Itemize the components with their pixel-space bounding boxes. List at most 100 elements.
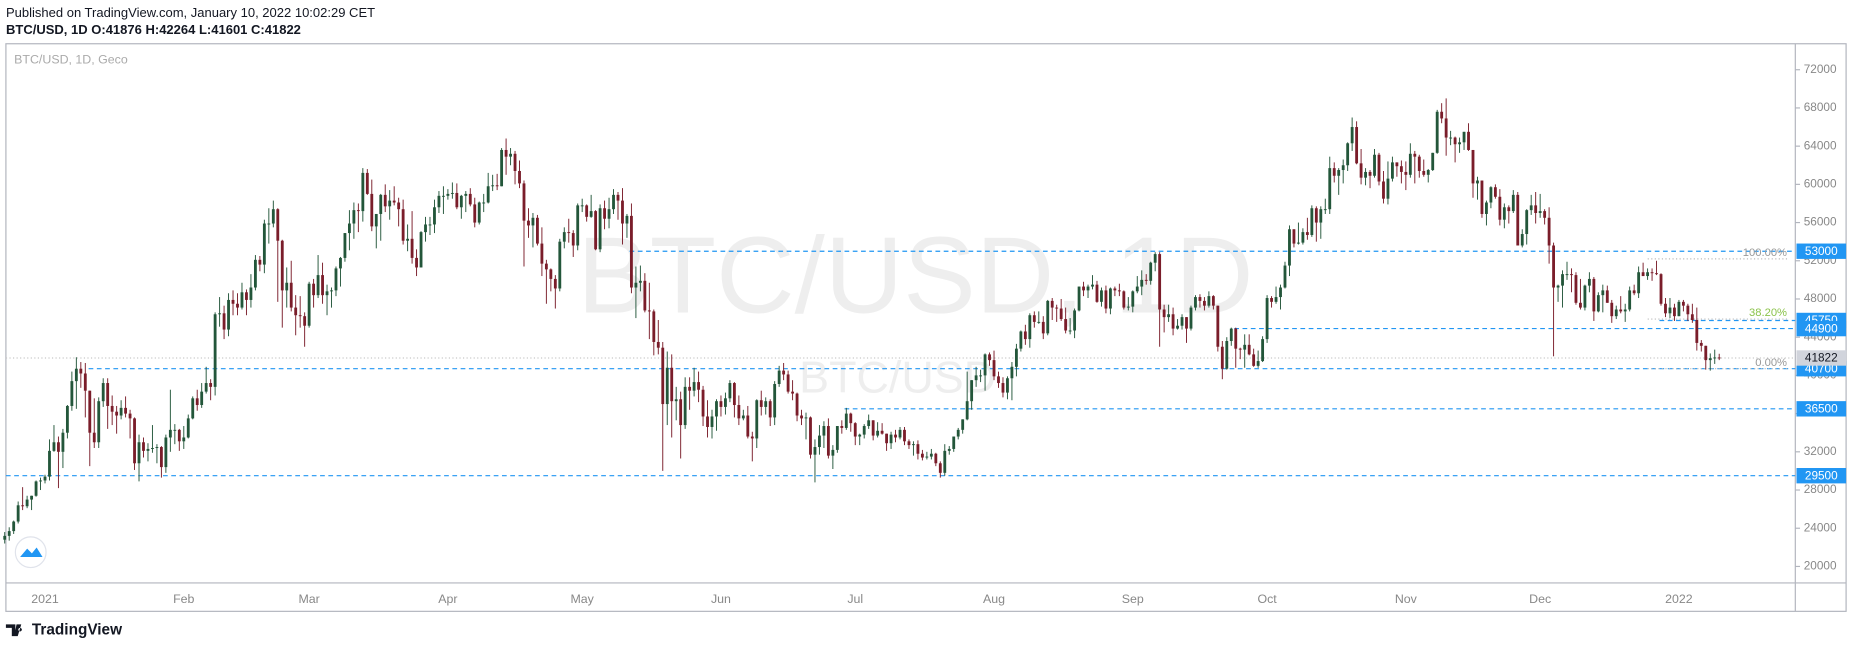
candle-body (1104, 290, 1108, 309)
candle-body (1373, 154, 1376, 176)
candle-body (540, 243, 544, 264)
candle-body (750, 436, 754, 439)
candle-body (1467, 131, 1470, 150)
candle-body (21, 505, 25, 507)
candle-body (455, 192, 459, 208)
candle-body (1032, 315, 1036, 322)
candle-body (1055, 307, 1059, 309)
candle-body (1019, 331, 1023, 349)
candle-body (683, 386, 687, 426)
candle-body (491, 185, 495, 187)
candle-body (1270, 298, 1273, 302)
ohlc-label: L: (198, 22, 212, 37)
candle-body (1189, 307, 1193, 329)
candle-body (101, 383, 105, 402)
candle-body (661, 347, 665, 405)
candle-body (531, 217, 535, 226)
plot-layer: 100.00% 38.20% 0.00% (3, 98, 1796, 544)
candle-body (316, 275, 320, 296)
candle-body (401, 209, 405, 241)
candle-body (544, 263, 548, 270)
candle-body (1059, 308, 1063, 320)
x-tick-label: Feb (173, 592, 194, 606)
candle-body (500, 149, 504, 187)
candle-body (352, 210, 356, 224)
candle-body (1041, 321, 1045, 334)
candle-body (1485, 202, 1488, 214)
candle-body (862, 426, 866, 435)
candle-body (1082, 286, 1085, 291)
candle-body (1225, 341, 1229, 369)
candle-body (419, 232, 423, 268)
candle-body (1162, 309, 1166, 318)
candle-body (670, 367, 674, 402)
candle-body (464, 193, 468, 196)
brand-icon (5, 624, 22, 637)
candle-body (1476, 180, 1479, 184)
y-tick-label: 20000 (1804, 559, 1837, 573)
candle-body (16, 505, 20, 522)
candle-body (849, 413, 853, 424)
candle-body (1028, 315, 1032, 340)
candle-body (1001, 383, 1005, 393)
candle-body (571, 233, 575, 246)
candle-body (1453, 137, 1457, 145)
candle-body (706, 416, 709, 427)
candle-body (1328, 168, 1332, 210)
y-tick-label: 24000 (1804, 520, 1837, 534)
candle-body (1323, 209, 1327, 211)
y-tick-label: 68000 (1804, 100, 1837, 114)
candle-body (536, 217, 539, 244)
candle-body (831, 449, 835, 456)
candle-body (365, 172, 369, 194)
candle-body (885, 433, 889, 444)
candle-body (1444, 118, 1448, 138)
candle-body (128, 413, 132, 419)
candle-body (1574, 275, 1578, 303)
x-tick-label: May (570, 592, 594, 606)
candle-body (361, 172, 365, 212)
x-tick-label: Nov (1395, 592, 1418, 606)
candle-body (133, 418, 136, 464)
candle-body (773, 383, 777, 418)
candle-body (643, 280, 647, 311)
candle-body (1037, 321, 1041, 323)
candle-body (12, 521, 16, 532)
symbol: BTC/USD, 1D (6, 22, 88, 37)
candle-body (1511, 194, 1515, 212)
candle-body (1471, 149, 1475, 184)
candle-body (625, 215, 629, 224)
candle-body (406, 238, 410, 241)
x-tick-label: Aug (983, 592, 1005, 606)
candle-body (1014, 348, 1018, 367)
candle-body (1422, 170, 1426, 175)
y-tick-label: 60000 (1804, 176, 1837, 190)
candle-body (1673, 307, 1676, 317)
candle-body (737, 405, 741, 419)
candle-body (688, 386, 692, 391)
candle-body (253, 259, 257, 288)
candle-body (473, 204, 477, 223)
candle-body (182, 437, 186, 442)
legend: BTC/USD, 1D, Geco (14, 53, 128, 67)
candle-body (634, 282, 638, 288)
candle-body (1587, 278, 1591, 286)
candle-body (1404, 171, 1408, 175)
candle-body (61, 432, 65, 452)
candle-body (822, 426, 826, 436)
candle-body (65, 405, 69, 433)
candle-body (1100, 290, 1103, 302)
candle-body (415, 257, 418, 268)
candle-body (271, 209, 275, 224)
candle-body (1458, 142, 1461, 145)
candle-body (746, 415, 750, 437)
candle-body (39, 480, 42, 482)
candle-body (1265, 298, 1269, 340)
level-box (1796, 243, 1847, 259)
candle-body (97, 401, 101, 443)
candle-body (1440, 111, 1444, 119)
x-tick-label: Apr (438, 592, 457, 606)
ohlc-label: O: (91, 22, 106, 37)
candle-body (724, 398, 727, 407)
